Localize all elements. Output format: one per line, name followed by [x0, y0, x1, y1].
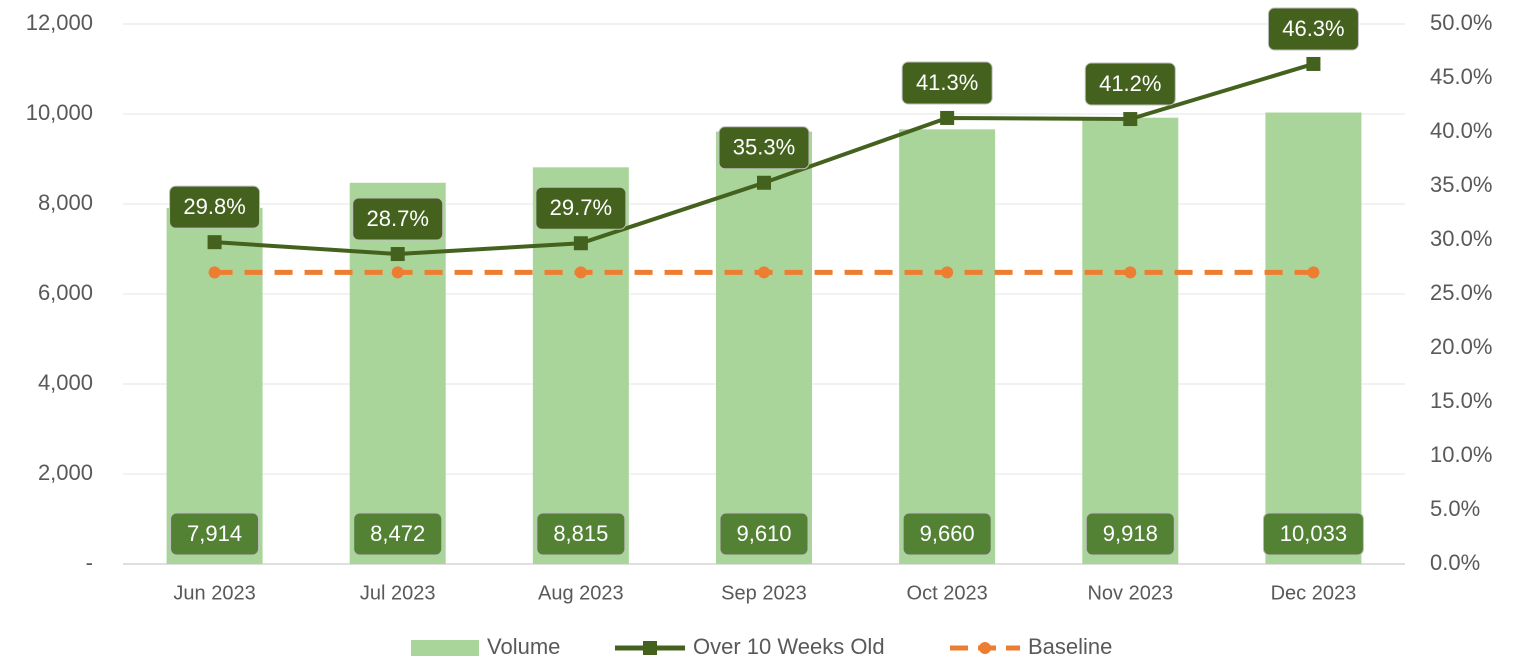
line-value-label-box [718, 126, 810, 170]
line-value-label-box [901, 61, 993, 105]
y-tick-label: 12,000 [26, 10, 93, 35]
y2-tick-label: 0.0% [1430, 550, 1480, 575]
y2-tick-label: 10.0% [1430, 442, 1492, 467]
legend-label: Over 10 Weeks Old [693, 634, 885, 659]
x-tick-label: Nov 2023 [1087, 582, 1173, 604]
line-value-label: 41.2% [1099, 71, 1161, 96]
line-value-label: 28.7% [367, 206, 429, 231]
line-value-label: 41.3% [916, 70, 978, 95]
x-tick-label: Jul 2023 [360, 582, 436, 604]
bar-value-label-box [1262, 512, 1364, 556]
marker [1306, 56, 1321, 71]
legend-label: Baseline [1028, 634, 1112, 659]
line-value-label-box [1084, 62, 1176, 106]
marker [1307, 266, 1320, 279]
marker [1123, 112, 1138, 127]
marker [208, 266, 221, 279]
bar [166, 207, 263, 564]
marker [391, 266, 404, 279]
bar [1082, 117, 1179, 564]
line-value-label: 35.3% [733, 135, 795, 160]
bar-value-label: 8,815 [553, 521, 608, 546]
bar-value-label: 9,610 [736, 521, 791, 546]
marker [758, 266, 770, 279]
bar [899, 129, 996, 565]
marker [940, 110, 955, 125]
y2-tick-label: 30.0% [1430, 226, 1492, 251]
bar-value-label-box [536, 512, 626, 556]
y2-tick-label: 15.0% [1430, 388, 1492, 413]
marker [941, 266, 954, 279]
y2-tick-label: 50.0% [1430, 10, 1492, 35]
marker [574, 266, 587, 279]
x-tick-label: Aug 2023 [538, 582, 624, 604]
legend-swatch [411, 640, 479, 656]
bar-value-label: 10,033 [1280, 521, 1347, 546]
bar-value-label: 9,918 [1103, 521, 1158, 546]
bar [1265, 112, 1362, 564]
x-tick-label: Sep 2023 [721, 582, 807, 604]
x-tick-label: Jun 2023 [173, 582, 255, 604]
bar [716, 131, 812, 565]
line-value-label: 29.7% [550, 195, 612, 220]
bar-value-label: 7,914 [187, 521, 242, 546]
line-value-label-box [352, 197, 444, 241]
bar-value-label-box [170, 512, 260, 556]
x-tick-label: Oct 2023 [907, 582, 988, 604]
marker [757, 175, 771, 190]
bar-value-label: 8,472 [370, 521, 425, 546]
y-tick-label: 4,000 [38, 370, 93, 395]
marker [207, 235, 222, 250]
bar-value-label: 9,660 [920, 521, 975, 546]
y2-tick-label: 5.0% [1430, 496, 1480, 521]
bar-value-label-box [719, 512, 809, 556]
marker [573, 236, 588, 251]
line-value-label: 29.8% [183, 194, 245, 219]
y2-tick-label: 35.0% [1430, 172, 1492, 197]
legend-label: Volume [487, 634, 560, 659]
marker [390, 247, 405, 262]
bar-value-label-box [1085, 512, 1175, 556]
marker [1124, 266, 1137, 279]
legend-marker [979, 642, 991, 654]
legend-marker [643, 641, 657, 655]
bar-value-label-box [353, 512, 443, 556]
y-tick-label: 10,000 [26, 100, 93, 125]
line-value-label-box [1267, 7, 1359, 51]
y-tick-label: 6,000 [38, 280, 93, 305]
line-value-label-box [169, 185, 261, 229]
y2-tick-label: 20.0% [1430, 334, 1492, 359]
y-tick-label: - [86, 550, 93, 575]
x-tick-label: Dec 2023 [1271, 582, 1357, 604]
y2-tick-label: 40.0% [1430, 118, 1492, 143]
bar [349, 182, 446, 564]
y2-tick-label: 25.0% [1430, 280, 1492, 305]
line-value-label-box [535, 186, 627, 230]
bar-value-label-box [902, 512, 992, 556]
line-value-label: 46.3% [1282, 16, 1344, 41]
y2-tick-label: 45.0% [1430, 64, 1492, 89]
y-tick-label: 8,000 [38, 190, 93, 215]
y-tick-label: 2,000 [38, 460, 93, 485]
